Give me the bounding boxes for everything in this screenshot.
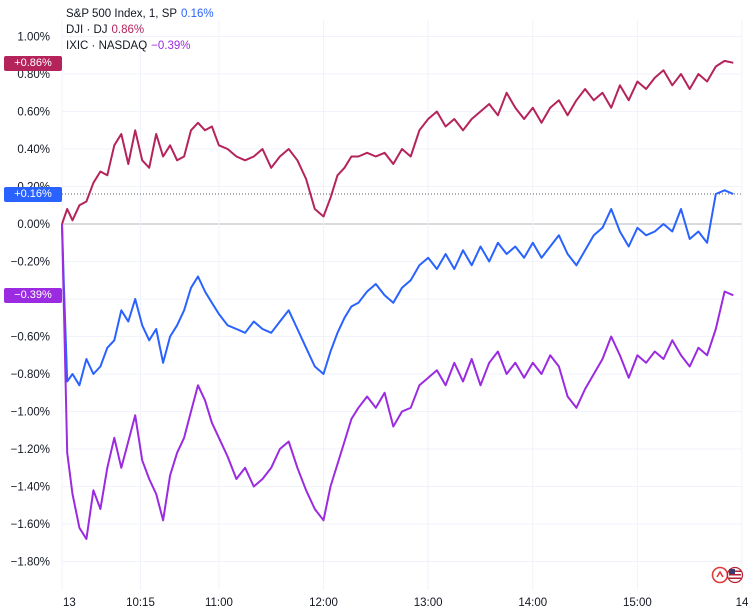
legend-value-dji: 0.86% (111, 24, 145, 36)
x-axis-labels: 13 10:15 11:00 12:00 13:00 14:00 15:00 14 (63, 597, 749, 609)
price-badge-dji: +0.86% (4, 56, 62, 71)
x-tick-label: 13:00 (414, 597, 443, 609)
us-market-flag-icon[interactable] (711, 566, 745, 584)
legend-label-ixic: IXIC · NASDAQ (66, 40, 148, 52)
price-badge-spx: +0.16% (4, 187, 62, 202)
series-line-dji[interactable] (61, 59, 734, 225)
series-line-ixic[interactable] (61, 223, 734, 540)
legend-label-dji: DJI · DJ (66, 24, 108, 36)
x-tick-label: 14 (736, 597, 749, 609)
x-tick-label: 10:15 (126, 597, 155, 609)
legend-item-ixic[interactable]: IXIC · NASDAQ −0.39% (66, 38, 214, 54)
y-tick-label: 0.60% (17, 107, 50, 119)
legend-item-spx[interactable]: S&P 500 Index, 1, SP 0.16% (66, 6, 214, 22)
y-tick-label: −1.60% (11, 519, 50, 531)
y-tick-label: −0.60% (11, 332, 50, 344)
legend-label-spx: S&P 500 Index, 1, SP (66, 8, 178, 20)
y-tick-label: 0.00% (17, 219, 50, 231)
x-tick-label: 11:00 (205, 597, 233, 609)
y-tick-label: 0.80% (17, 69, 50, 81)
legend-item-dji[interactable]: DJI · DJ 0.86% (66, 22, 214, 38)
series-lines (61, 59, 734, 540)
x-tick-label: 12:00 (309, 597, 338, 609)
legend-value-ixic: −0.39% (151, 40, 191, 52)
y-tick-label: 0.40% (17, 144, 50, 156)
x-tick-label: 15:00 (623, 597, 652, 609)
y-tick-label: −0.80% (11, 369, 50, 381)
legend-value-spx: 0.16% (181, 8, 214, 20)
y-tick-label: −1.20% (11, 444, 50, 456)
y-tick-label: −0.20% (11, 257, 50, 269)
x-tick-label: 14:00 (518, 597, 547, 609)
y-tick-label: −1.00% (11, 407, 50, 419)
y-tick-label: 1.00% (17, 32, 50, 44)
grid-lines (61, 20, 743, 590)
y-tick-label: −1.40% (11, 482, 50, 494)
legend: S&P 500 Index, 1, SP 0.16% DJI · DJ 0.86% … (66, 6, 214, 54)
y-tick-label: −1.80% (11, 557, 50, 569)
series-line-s-p-500[interactable] (61, 189, 734, 387)
price-badge-ixic: −0.39% (4, 288, 62, 303)
x-tick-label: 13 (63, 597, 76, 609)
